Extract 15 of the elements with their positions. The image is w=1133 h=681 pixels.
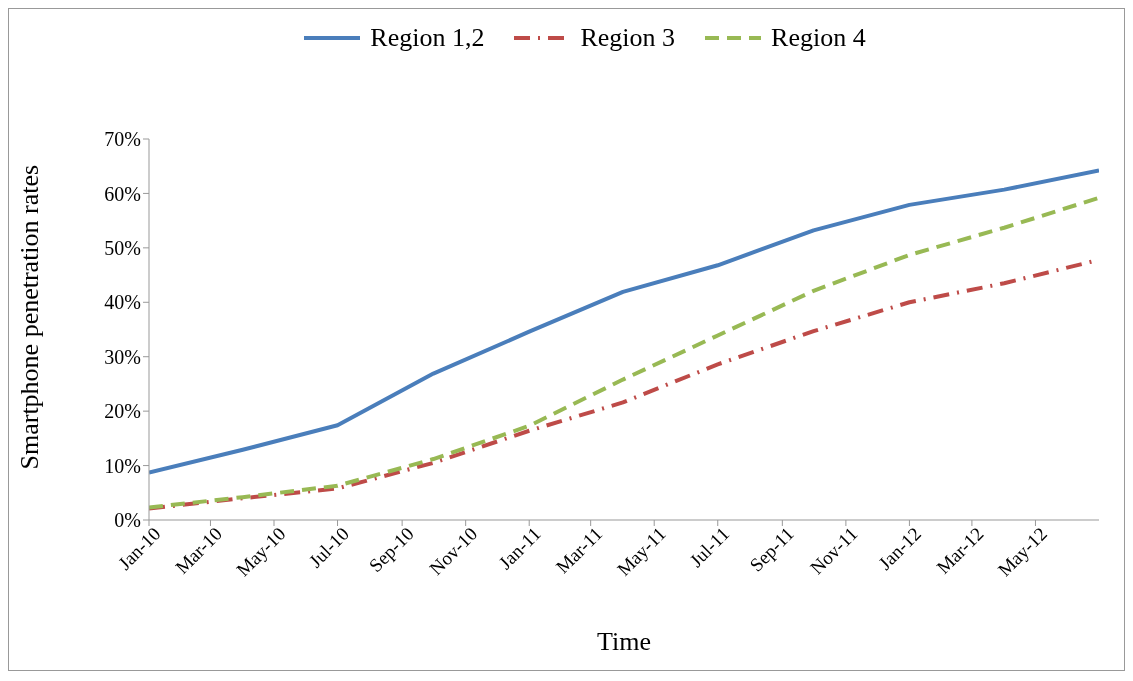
line-series [149,168,1099,475]
y-tick-label: 20% [104,400,141,423]
y-tick-label: 30% [104,345,141,368]
y-tick-label: 10% [104,454,141,477]
y-axis-title: Smartphone penetration rates [15,164,45,470]
legend-label: Region 3 [580,23,676,53]
x-axis-title: Time [597,627,651,656]
line-series [149,195,1099,510]
y-tick-label: 70% [104,128,141,151]
y-tick-label: 60% [104,182,141,205]
y-tick-label: 50% [104,236,141,259]
legend-label: Region 4 [771,23,866,53]
legend-label: Region 1,2 [370,23,485,53]
y-tick-label: 40% [104,291,141,314]
y-tick-label: 0% [114,509,141,532]
